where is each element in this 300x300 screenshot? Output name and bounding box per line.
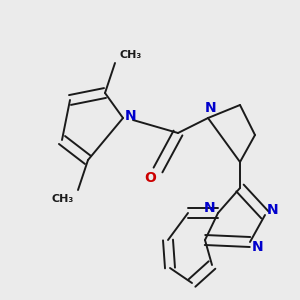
- Text: O: O: [144, 171, 156, 185]
- Text: N: N: [252, 240, 264, 254]
- Text: N: N: [125, 109, 137, 123]
- Text: CH₃: CH₃: [52, 194, 74, 204]
- Text: CH₃: CH₃: [119, 50, 141, 60]
- Text: N: N: [267, 203, 279, 217]
- Text: N: N: [205, 101, 217, 115]
- Text: N: N: [204, 201, 216, 215]
